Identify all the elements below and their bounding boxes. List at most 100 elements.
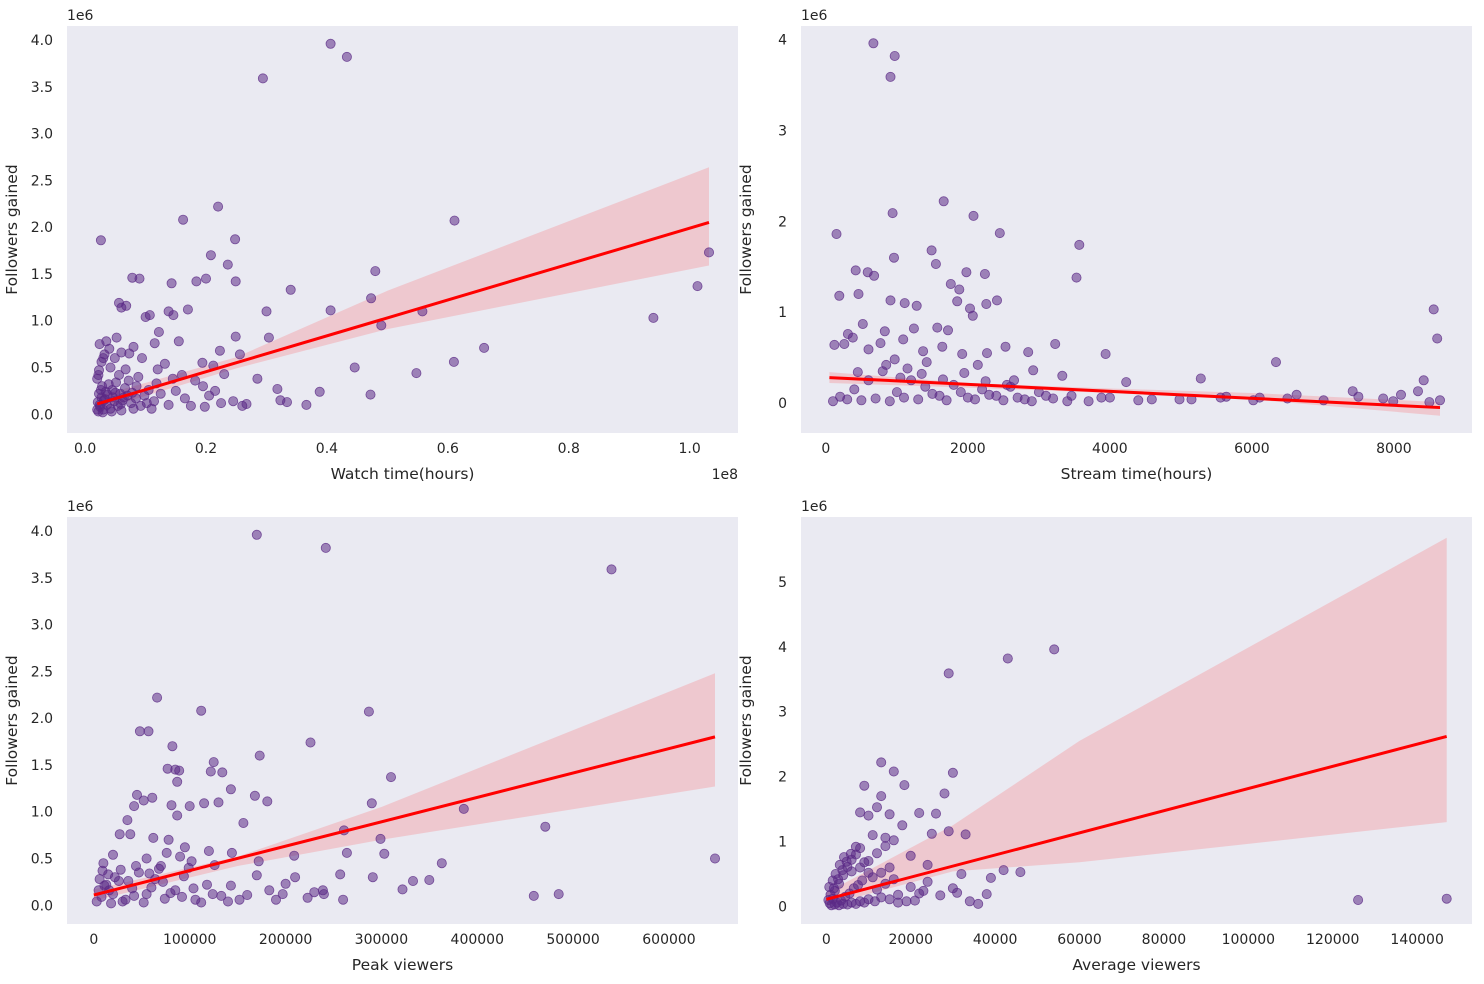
x-tick-label: 140000 (1390, 932, 1443, 948)
y-tick-label: 2 (778, 214, 787, 230)
x-tick-label: 0 (89, 932, 98, 948)
y-offset-label: 1e6 (801, 8, 828, 24)
x-tick-label: 80000 (1142, 932, 1187, 948)
scatter-point (138, 897, 149, 908)
scatter-point (275, 395, 286, 406)
y-axis-label: Followers gained (3, 164, 21, 294)
scatter-point (994, 228, 1005, 239)
scatter-point (952, 887, 963, 898)
scatter-point (228, 396, 239, 407)
scatter-point (1353, 391, 1364, 402)
scatter-point (970, 394, 981, 405)
scatter-point (109, 353, 120, 364)
scatter-point (1424, 397, 1435, 408)
scatter-point (108, 849, 119, 860)
scatter-point (855, 862, 866, 873)
scatter-point (349, 362, 360, 373)
x-tick-label: 300000 (355, 932, 408, 948)
x-tick-label: 100000 (163, 932, 216, 948)
scatter-point (242, 890, 253, 901)
x-tick-label: 0 (821, 441, 830, 457)
scatter-point (301, 399, 312, 410)
scatter-point (1435, 395, 1446, 406)
scatter-point (285, 284, 296, 295)
scatter-point (130, 393, 141, 404)
scatter-point (1083, 396, 1094, 407)
x-tick-label: 2000 (950, 441, 986, 457)
scatter-point (947, 767, 958, 778)
scatter-point (122, 815, 133, 826)
scatter-point (130, 861, 141, 872)
scatter-point (172, 776, 183, 787)
scatter-point (134, 726, 145, 737)
scatter-point (876, 757, 887, 768)
y-tick-label: 0 (778, 899, 787, 915)
scatter-point (998, 395, 1009, 406)
scatter-point (926, 245, 937, 256)
scatter-point (891, 387, 902, 398)
scatter-point (913, 394, 924, 405)
scatter-point (302, 892, 313, 903)
scatter-point (979, 268, 990, 279)
scatter-point (163, 306, 174, 317)
scatter-point (249, 790, 260, 801)
scatter-point (850, 841, 861, 852)
scatter-point (219, 369, 230, 380)
scatter-point (1057, 370, 1068, 381)
y-tick-label: 0.5 (31, 852, 53, 868)
scatter-point (1062, 396, 1073, 407)
y-tick-label: 3.5 (31, 80, 53, 96)
scatter-point (914, 808, 925, 819)
scatter-point (1432, 333, 1443, 344)
scatter-point (133, 371, 144, 382)
scatter-point (318, 889, 329, 900)
scatter-point (91, 896, 102, 907)
scatter-point (163, 834, 174, 845)
scatter-point (849, 384, 860, 395)
scatter-point (97, 407, 108, 418)
scatter-point (932, 322, 943, 333)
y-tick-label: 2.5 (31, 173, 53, 189)
scatter-point (179, 842, 190, 853)
scatter-point (199, 798, 210, 809)
scatter-point (238, 818, 249, 829)
scatter-point (1271, 357, 1282, 368)
scatter-point (967, 310, 978, 321)
scatter-point (370, 266, 381, 277)
scatter-point (458, 803, 469, 814)
scatter-point (290, 872, 301, 883)
scatter-point (128, 403, 139, 414)
scatter-point (884, 894, 895, 905)
scatter-point (222, 259, 233, 270)
scatter-point (939, 788, 950, 799)
scatter-point (205, 766, 216, 777)
scatter-point (959, 367, 970, 378)
x-tick-label: 1.0 (679, 441, 701, 457)
scatter-point (213, 797, 224, 808)
y-tick-label: 2 (778, 770, 787, 786)
scatter-point (124, 348, 135, 359)
scatter-point (131, 789, 142, 800)
scatter-point (165, 888, 176, 899)
scatter-point (918, 885, 929, 896)
scatter-point (141, 398, 152, 409)
scatter-point (366, 293, 377, 304)
y-tick-label: 4 (778, 33, 787, 49)
scatter-point (196, 705, 207, 716)
scatter-point (191, 276, 202, 287)
scatter-points (91, 529, 721, 909)
scatter-point (230, 234, 241, 245)
scatter-point (129, 801, 140, 812)
scatter-point (143, 726, 154, 737)
scatter-point (254, 750, 265, 761)
scatter-point (863, 810, 874, 821)
scatter-point (982, 348, 993, 359)
scatter-point (214, 345, 225, 356)
scatter-point (1428, 304, 1439, 315)
scatter-point (828, 396, 839, 407)
scatter-point (217, 767, 228, 778)
scatter-point (222, 896, 233, 907)
scatter-point (889, 252, 900, 263)
scatter-point (876, 791, 887, 802)
scatter-point (94, 365, 105, 376)
